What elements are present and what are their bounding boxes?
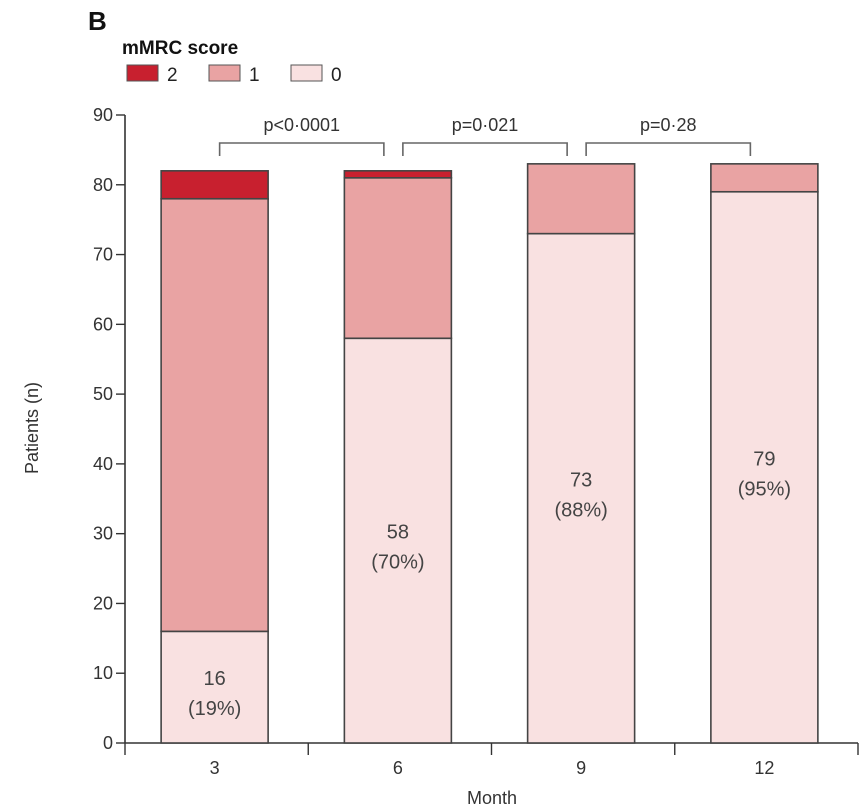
x-tick-label: 3 bbox=[210, 758, 220, 778]
bar-segment-month-6-score-2 bbox=[343, 170, 453, 179]
comparison-brackets: p<0·0001 p=0·021 p=0·28 bbox=[218, 115, 752, 156]
y-tick-label: 10 bbox=[93, 663, 113, 683]
y-tick-label: 0 bbox=[103, 733, 113, 753]
y-tick-label: 70 bbox=[93, 245, 113, 265]
y-axis: 0 10 20 30 40 50 60 70 80 90 Patients (n) bbox=[22, 105, 126, 753]
bar-segment-month-6-score-1 bbox=[343, 177, 453, 340]
x-axis-title: Month bbox=[467, 788, 517, 808]
data-label-count: 73 bbox=[570, 469, 592, 491]
y-ticks: 0 10 20 30 40 50 60 70 80 90 bbox=[93, 105, 125, 753]
comparison-bracket bbox=[402, 142, 568, 156]
bar-segment-month-3-score-2 bbox=[160, 170, 269, 200]
x-tick-label: 12 bbox=[754, 758, 774, 778]
legend-label-0: 0 bbox=[331, 65, 342, 86]
data-label-percent: (70%) bbox=[371, 552, 424, 574]
y-tick-label: 90 bbox=[93, 105, 113, 125]
y-tick-label: 30 bbox=[93, 524, 113, 544]
y-tick-label: 40 bbox=[93, 454, 113, 474]
bar-segment-month-6-score-0 bbox=[343, 337, 453, 744]
x-axis: 3 6 9 12 Month bbox=[124, 742, 859, 808]
bar-segment-month-3-score-1 bbox=[160, 197, 269, 633]
bar-segment-month-12-score-0 bbox=[710, 190, 819, 744]
y-tick-label: 60 bbox=[93, 314, 113, 334]
comparison-p-value: p<0·0001 bbox=[263, 115, 340, 135]
y-tick-label: 80 bbox=[93, 175, 113, 195]
panel-label: B bbox=[88, 6, 107, 36]
legend-items: 2 1 0 bbox=[126, 64, 342, 86]
bar-segment-month-3-score-0 bbox=[160, 630, 269, 744]
legend-title: mMRC score bbox=[122, 38, 238, 59]
data-labels: 16 (19%) 58 (70%) 73 (88%) 79 (95%) bbox=[188, 448, 791, 720]
legend-swatch-1 bbox=[208, 64, 241, 82]
data-label-count: 79 bbox=[753, 448, 775, 470]
y-axis-title: Patients (n) bbox=[22, 382, 42, 474]
bar-segment-month-12-score-1 bbox=[710, 163, 819, 193]
comparison-p-value: p=0·021 bbox=[452, 115, 519, 135]
y-tick-label: 50 bbox=[93, 384, 113, 404]
x-tick-label: 6 bbox=[393, 758, 403, 778]
comparison-bracket bbox=[585, 142, 752, 156]
legend-label-1: 1 bbox=[249, 65, 260, 86]
data-label-percent: (95%) bbox=[738, 478, 791, 500]
legend-swatch-2 bbox=[126, 64, 159, 82]
data-label-count: 16 bbox=[204, 668, 226, 690]
bars bbox=[160, 163, 819, 744]
bar-segment-month-9-score-1 bbox=[526, 163, 636, 235]
legend-label-2: 2 bbox=[167, 65, 178, 86]
data-label-percent: (19%) bbox=[188, 698, 241, 720]
bar-segment-month-9-score-0 bbox=[526, 232, 636, 744]
legend: mMRC score 2 1 0 bbox=[122, 38, 342, 86]
data-label-count: 58 bbox=[387, 522, 409, 544]
comparison-p-value: p=0·28 bbox=[640, 115, 697, 135]
x-tick-label: 9 bbox=[576, 758, 586, 778]
y-tick-label: 20 bbox=[93, 593, 113, 613]
comparison-bracket bbox=[218, 142, 385, 156]
legend-swatch-0 bbox=[290, 64, 323, 82]
data-label-percent: (88%) bbox=[554, 499, 607, 521]
x-ticks: 3 6 9 12 bbox=[124, 743, 859, 778]
